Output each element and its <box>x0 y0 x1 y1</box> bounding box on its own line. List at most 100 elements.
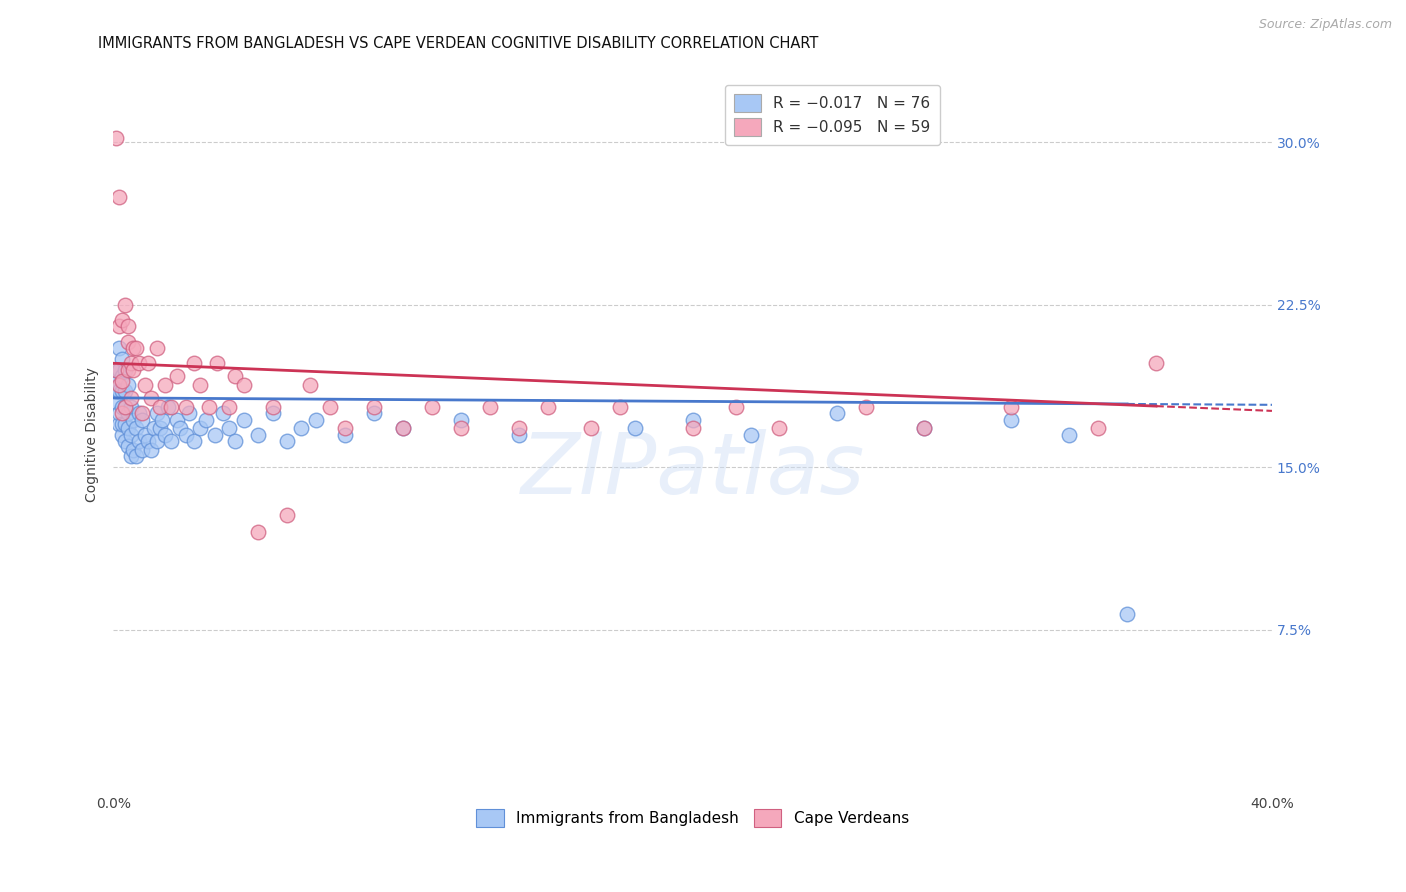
Point <box>188 378 211 392</box>
Point <box>114 298 136 312</box>
Point <box>319 400 342 414</box>
Text: IMMIGRANTS FROM BANGLADESH VS CAPE VERDEAN COGNITIVE DISABILITY CORRELATION CHAR: IMMIGRANTS FROM BANGLADESH VS CAPE VERDE… <box>98 36 818 51</box>
Point <box>579 421 602 435</box>
Point <box>128 406 150 420</box>
Point <box>537 400 560 414</box>
Point <box>117 438 139 452</box>
Point <box>114 400 136 414</box>
Point <box>290 421 312 435</box>
Point <box>740 427 762 442</box>
Point <box>122 442 145 457</box>
Point <box>105 363 128 377</box>
Point <box>111 313 134 327</box>
Point <box>188 421 211 435</box>
Point <box>912 421 935 435</box>
Point <box>122 363 145 377</box>
Point <box>134 378 156 392</box>
Point <box>194 412 217 426</box>
Point <box>152 412 174 426</box>
Y-axis label: Cognitive Disability: Cognitive Disability <box>86 368 100 502</box>
Point <box>142 421 165 435</box>
Point <box>262 400 284 414</box>
Point <box>120 450 142 464</box>
Point <box>508 421 530 435</box>
Point <box>1087 421 1109 435</box>
Point <box>262 406 284 420</box>
Point <box>117 363 139 377</box>
Point <box>1116 607 1139 622</box>
Point <box>305 412 328 426</box>
Point <box>183 434 205 449</box>
Point <box>276 508 298 522</box>
Point <box>134 427 156 442</box>
Point <box>120 400 142 414</box>
Point <box>131 406 153 420</box>
Point <box>855 400 877 414</box>
Point <box>174 400 197 414</box>
Point <box>111 400 134 414</box>
Point <box>623 421 645 435</box>
Point <box>108 417 131 431</box>
Point <box>157 400 180 414</box>
Point <box>207 356 229 370</box>
Point <box>139 442 162 457</box>
Point <box>111 384 134 399</box>
Point <box>145 434 167 449</box>
Point <box>827 406 849 420</box>
Point <box>117 319 139 334</box>
Point <box>392 421 415 435</box>
Point <box>508 427 530 442</box>
Point <box>111 406 134 420</box>
Point <box>139 391 162 405</box>
Point <box>333 421 356 435</box>
Point <box>160 434 183 449</box>
Point <box>105 384 128 399</box>
Point <box>145 341 167 355</box>
Point <box>105 363 128 377</box>
Point <box>247 427 270 442</box>
Point <box>155 378 177 392</box>
Point <box>114 400 136 414</box>
Point <box>363 406 385 420</box>
Point <box>450 421 472 435</box>
Point <box>682 412 704 426</box>
Point <box>108 384 131 399</box>
Point <box>1000 400 1022 414</box>
Point <box>136 434 159 449</box>
Point <box>117 406 139 420</box>
Point <box>912 421 935 435</box>
Point <box>128 356 150 370</box>
Point <box>122 341 145 355</box>
Point <box>333 427 356 442</box>
Point <box>224 434 246 449</box>
Point <box>232 378 254 392</box>
Point <box>114 434 136 449</box>
Point <box>478 400 501 414</box>
Point <box>108 363 131 377</box>
Point <box>120 356 142 370</box>
Point <box>105 374 128 388</box>
Point <box>136 356 159 370</box>
Point <box>177 406 200 420</box>
Point <box>117 421 139 435</box>
Point <box>166 369 188 384</box>
Point <box>609 400 631 414</box>
Point <box>111 417 134 431</box>
Point <box>218 421 240 435</box>
Point <box>111 427 134 442</box>
Point <box>682 421 704 435</box>
Point <box>125 421 148 435</box>
Point <box>224 369 246 384</box>
Point <box>108 341 131 355</box>
Point <box>724 400 747 414</box>
Point <box>108 406 131 420</box>
Point <box>108 378 131 392</box>
Point <box>111 351 134 366</box>
Point <box>120 391 142 405</box>
Point <box>131 442 153 457</box>
Point <box>1057 427 1080 442</box>
Point <box>218 400 240 414</box>
Point <box>128 434 150 449</box>
Point <box>125 341 148 355</box>
Point <box>212 406 235 420</box>
